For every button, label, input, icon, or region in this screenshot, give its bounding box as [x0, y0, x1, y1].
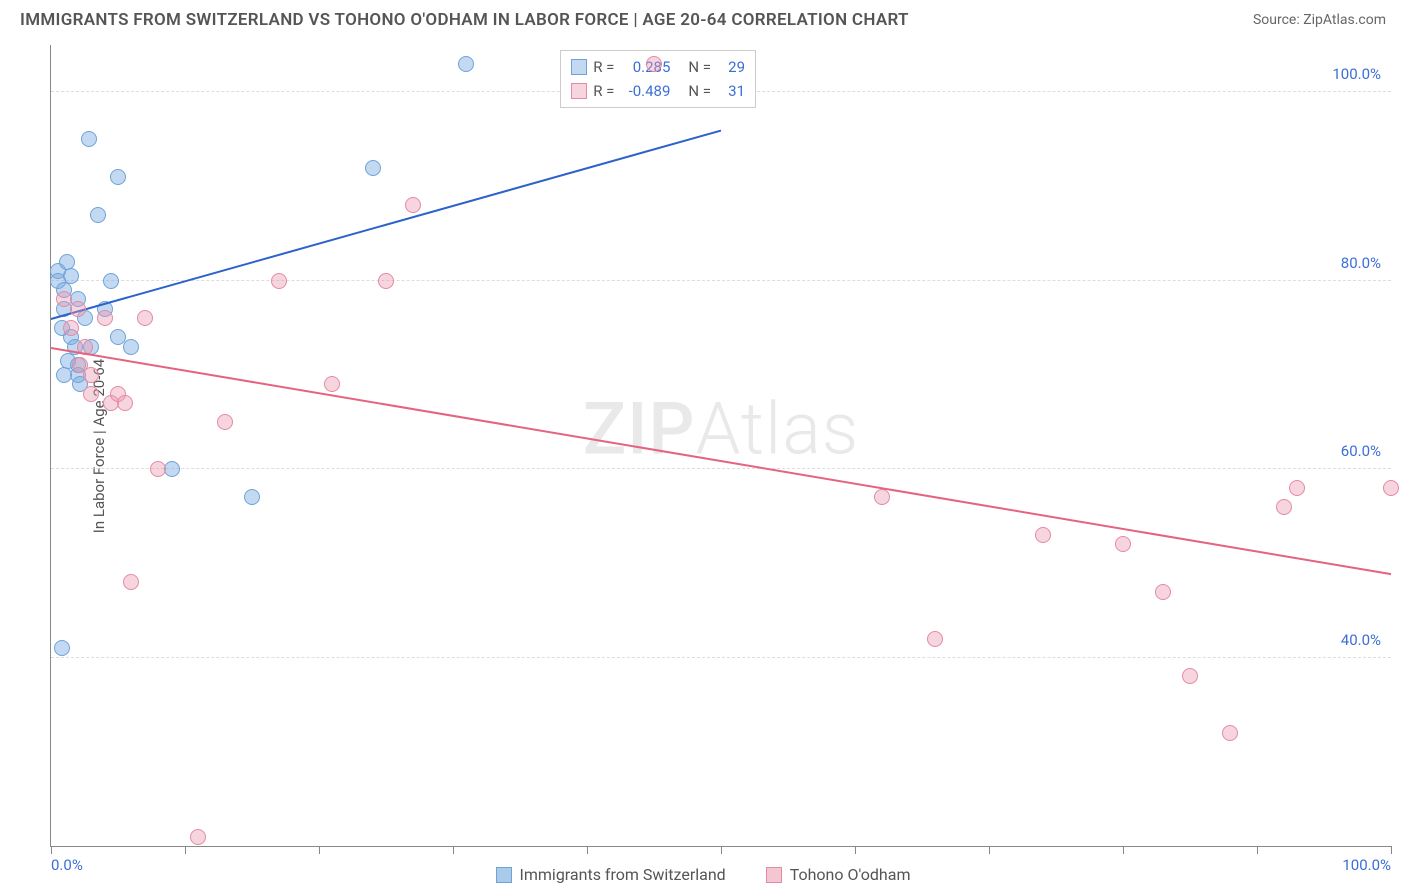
legend-r-value: 0.285 [620, 55, 670, 79]
x-tick [855, 846, 856, 854]
legend-n-label: N = [688, 55, 711, 79]
x-tick [1257, 846, 1258, 854]
legend-label: Tohono O'odham [790, 865, 911, 884]
y-tick-label: 100.0% [1332, 65, 1381, 83]
data-point [874, 489, 890, 505]
gridline [51, 657, 1391, 658]
page-title: IMMIGRANTS FROM SWITZERLAND VS TOHONO O'… [20, 10, 909, 30]
data-point [150, 461, 166, 477]
legend-swatch [571, 83, 587, 99]
data-point [365, 160, 381, 176]
data-point [81, 131, 97, 147]
trend-line [51, 347, 1391, 575]
data-point [63, 320, 79, 336]
legend-r-value: -0.489 [620, 79, 670, 103]
data-point [72, 357, 88, 373]
correlation-chart: 40.0%60.0%80.0%100.0%0.0%100.0%ZIPAtlasR… [50, 45, 1391, 847]
x-tick [319, 846, 320, 854]
legend-n-label: N = [688, 79, 711, 103]
legend-item: Immigrants from Switzerland [496, 865, 726, 884]
bottom-legend: Immigrants from Switzerland Tohono O'odha… [0, 865, 1406, 884]
stats-legend-row: R = -0.489 N = 31 [571, 79, 745, 103]
legend-item: Tohono O'odham [766, 865, 911, 884]
data-point [378, 273, 394, 289]
data-point [1289, 480, 1305, 496]
x-tick [1391, 846, 1392, 854]
y-tick-label: 80.0% [1341, 254, 1381, 272]
legend-label: Immigrants from Switzerland [520, 865, 726, 884]
data-point [190, 829, 206, 845]
gridline [51, 468, 1391, 469]
data-point [56, 367, 72, 383]
legend-swatch [571, 59, 587, 75]
legend-swatch [766, 867, 782, 883]
legend-r-label: R = [593, 79, 614, 103]
data-point [123, 339, 139, 355]
data-point [70, 301, 86, 317]
data-point [90, 207, 106, 223]
data-point [405, 197, 421, 213]
data-point [1182, 668, 1198, 684]
x-tick [51, 846, 52, 854]
data-point [1276, 499, 1292, 515]
y-tick-label: 60.0% [1341, 442, 1381, 460]
x-tick [721, 846, 722, 854]
data-point [646, 56, 662, 72]
data-point [1115, 536, 1131, 552]
x-tick [989, 846, 990, 854]
legend-n-value: 31 [717, 79, 745, 103]
data-point [1222, 725, 1238, 741]
data-point [103, 273, 119, 289]
data-point [1155, 584, 1171, 600]
legend-swatch [496, 867, 512, 883]
data-point [123, 574, 139, 590]
x-tick [1123, 846, 1124, 854]
data-point [1035, 527, 1051, 543]
data-point [324, 376, 340, 392]
source-label: Source: ZipAtlas.com [1253, 12, 1386, 28]
x-tick [453, 846, 454, 854]
data-point [217, 414, 233, 430]
y-tick-label: 40.0% [1341, 631, 1381, 649]
data-point [458, 56, 474, 72]
data-point [244, 489, 260, 505]
data-point [97, 310, 113, 326]
x-tick [587, 846, 588, 854]
data-point [137, 310, 153, 326]
data-point [1383, 480, 1399, 496]
gridline [51, 280, 1391, 281]
trend-line [51, 130, 722, 320]
legend-r-label: R = [593, 55, 614, 79]
data-point [927, 631, 943, 647]
data-point [83, 386, 99, 402]
data-point [110, 169, 126, 185]
data-point [54, 640, 70, 656]
data-point [63, 268, 79, 284]
data-point [117, 395, 133, 411]
data-point [271, 273, 287, 289]
x-tick [185, 846, 186, 854]
legend-n-value: 29 [717, 55, 745, 79]
